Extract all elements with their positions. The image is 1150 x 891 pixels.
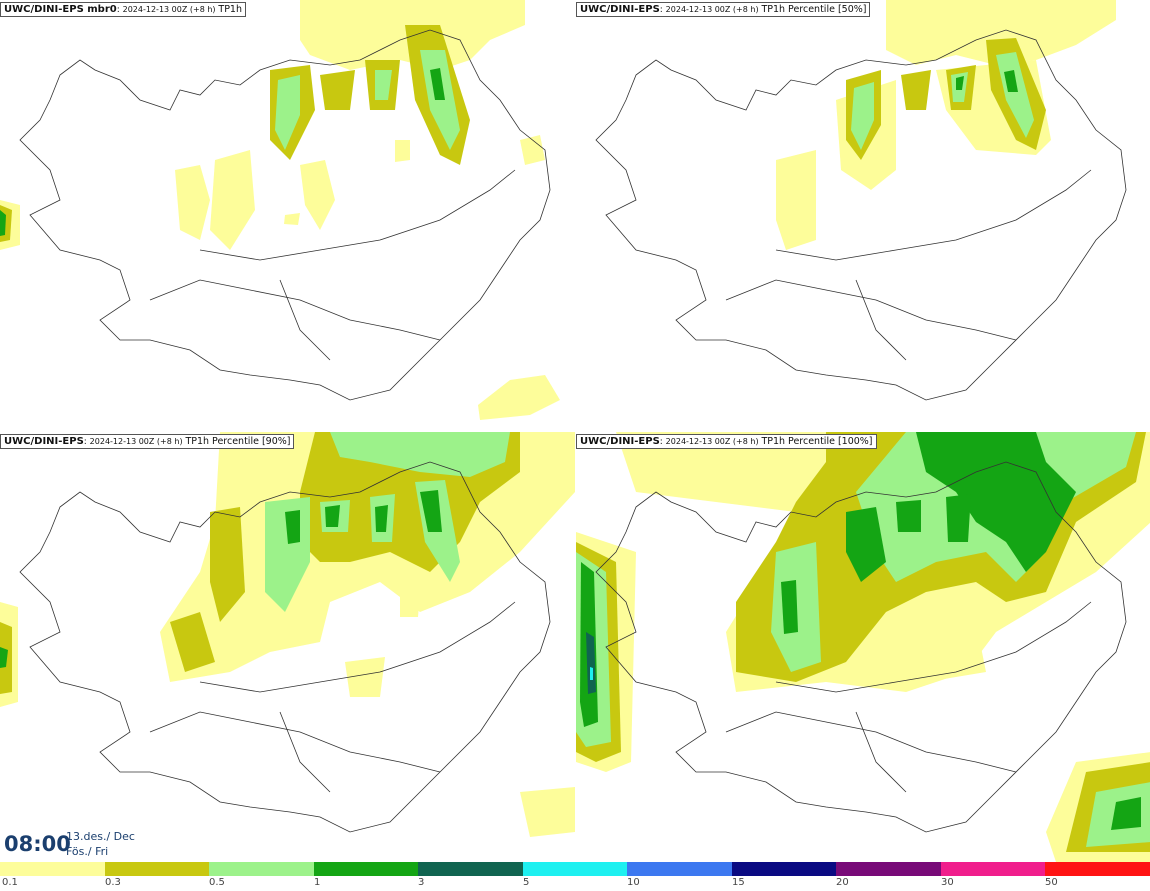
panel-divider	[575, 0, 576, 862]
map-panel-p100: UWC/DINI-EPS: 2024-12-13 00Z (+8 h) TP1h…	[576, 432, 1150, 864]
run-time: 2024-12-13 00Z (+8 h)	[89, 437, 183, 446]
legend-label: 50	[1045, 877, 1058, 888]
run-time: 2024-12-13 00Z (+8 h)	[665, 437, 759, 446]
valid-time: 08:00	[4, 832, 71, 856]
panel-title: UWC/DINI-EPS: 2024-12-13 00Z (+8 h) TP1h…	[576, 434, 877, 449]
panel-title: UWC/DINI-EPS: 2024-12-13 00Z (+8 h) TP1h…	[576, 2, 871, 17]
map-panel-p90: UWC/DINI-EPS: 2024-12-13 00Z (+8 h) TP1h…	[0, 432, 575, 864]
precip-darkgreen	[586, 632, 596, 694]
model-name: UWC/DINI-EPS mbr0	[4, 4, 117, 15]
legend-swatch	[627, 862, 732, 876]
legend-swatch	[418, 862, 523, 876]
valid-date: 13.des./ Dec	[66, 830, 135, 843]
run-time: 2024-12-13 00Z (+8 h)	[122, 5, 216, 14]
precip-green	[0, 490, 442, 668]
precipitation-map	[595, 0, 1127, 401]
legend-label: 0.1	[2, 877, 18, 888]
legend-label: 0.3	[105, 877, 121, 888]
model-name: UWC/DINI-EPS	[580, 436, 660, 447]
color-legend: 0.1 0.3 0.5 1 3 5 10 15 20 30 50	[0, 862, 1150, 891]
legend-swatch	[522, 862, 628, 876]
legend-swatch	[104, 862, 210, 876]
model-name: UWC/DINI-EPS	[4, 436, 84, 447]
iceland-coastline	[19, 29, 551, 401]
legend-swatch	[209, 862, 314, 876]
precip-green	[0, 68, 445, 236]
legend-label: 0.5	[209, 877, 225, 888]
model-name: UWC/DINI-EPS	[580, 4, 660, 15]
legend-swatch	[0, 862, 105, 876]
field-name: TP1h Percentile [100%]	[761, 436, 873, 447]
legend-label: 3	[418, 877, 425, 888]
field-name: TP1h	[218, 4, 242, 15]
run-time: 2024-12-13 00Z (+8 h)	[665, 5, 759, 14]
map-panel-mbr0: UWC/DINI-EPS mbr0: 2024-12-13 00Z (+8 h)…	[0, 0, 575, 432]
map-panel-p50: UWC/DINI-EPS: 2024-12-13 00Z (+8 h) TP1h…	[576, 0, 1150, 432]
legend-color-bar	[0, 862, 1150, 876]
precipitation-map	[0, 432, 575, 837]
legend-label: 5	[523, 877, 530, 888]
valid-weekday: Fös./ Fri	[66, 845, 109, 858]
legend-label: 20	[836, 877, 849, 888]
precip-green	[580, 432, 1141, 830]
legend-label: 1	[314, 877, 321, 888]
legend-label: 30	[941, 877, 954, 888]
field-name: TP1h Percentile [90%]	[185, 436, 291, 447]
precip-yellow	[0, 0, 560, 420]
valid-time-box: 08:00 13.des./ Dec Fös./ Fri	[0, 826, 140, 862]
legend-label: 15	[732, 877, 745, 888]
legend-label: 10	[627, 877, 640, 888]
iceland-coastline	[19, 461, 551, 833]
panel-title: UWC/DINI-EPS: 2024-12-13 00Z (+8 h) TP1h…	[0, 434, 295, 449]
precip-green	[956, 70, 1018, 92]
precipitation-map	[576, 432, 1150, 862]
legend-swatch	[940, 862, 1046, 876]
legend-swatch	[731, 862, 837, 876]
precip-yellow	[776, 0, 1116, 250]
iceland-coastline	[595, 461, 1127, 833]
precipitation-map	[0, 0, 560, 420]
legend-swatch	[313, 862, 419, 876]
precip-cyan	[590, 667, 593, 680]
legend-swatch	[836, 862, 941, 876]
field-name: TP1h Percentile [50%]	[761, 4, 867, 15]
iceland-coastline	[595, 29, 1127, 401]
panel-title: UWC/DINI-EPS mbr0: 2024-12-13 00Z (+8 h)…	[0, 2, 246, 17]
legend-swatch	[1045, 862, 1150, 876]
